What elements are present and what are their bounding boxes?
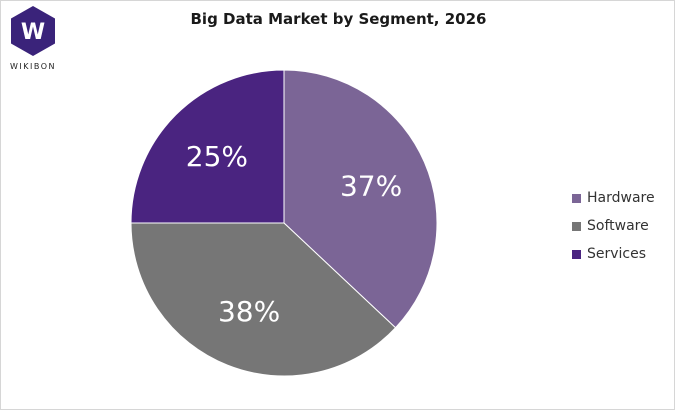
legend-swatch: [572, 249, 581, 259]
legend-item-hardware: Hardware: [572, 184, 655, 212]
chart-legend: Hardware Software Services: [572, 184, 655, 268]
legend-label: Services: [587, 246, 647, 262]
legend-item-software: Software: [572, 212, 655, 240]
logo-wordmark: WIKIBON: [9, 62, 56, 71]
legend-label: Hardware: [587, 190, 655, 206]
legend-swatch: [572, 193, 581, 203]
slice-label-software: 38%: [218, 295, 280, 328]
slice-label-services: 25%: [186, 140, 248, 173]
chart-title: Big Data Market by Segment, 2026: [190, 10, 487, 28]
legend-item-services: Services: [572, 240, 655, 268]
pie-slice-hardware: [283, 69, 438, 329]
wikibon-logo: W WIKIBON: [7, 5, 59, 75]
slice-label-hardware: 37%: [340, 169, 402, 202]
legend-swatch: [572, 221, 581, 231]
logo-hexagon-icon: W: [11, 6, 55, 56]
logo-letter: W: [21, 20, 45, 45]
legend-label: Software: [587, 218, 649, 234]
pie-slice-services: [130, 69, 285, 224]
pie-slice-software: [130, 222, 397, 377]
